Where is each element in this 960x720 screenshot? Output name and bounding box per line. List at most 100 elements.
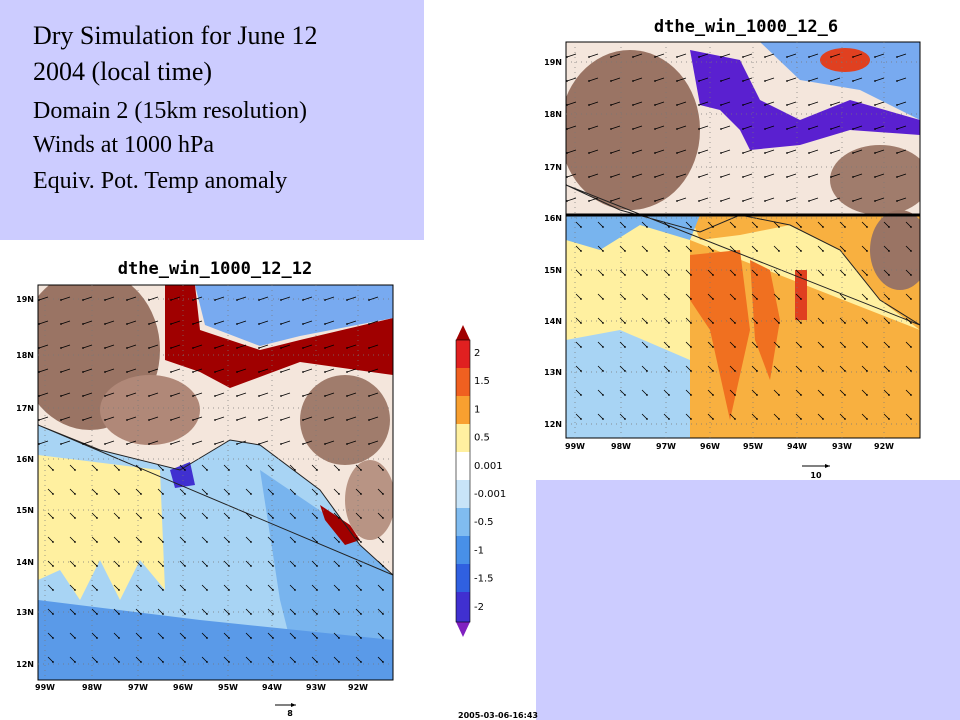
wind-arrow-head (888, 370, 890, 372)
wind-arrow (333, 536, 340, 543)
wind-arrow-head (632, 80, 634, 82)
wind-arrow-head (104, 443, 106, 445)
slide-text: Dry Simulation for June 12 (33, 21, 318, 50)
wind-arrow (742, 197, 753, 202)
wind-arrow-head (206, 661, 208, 663)
wind-arrow (267, 536, 274, 543)
wind-arrow (223, 464, 230, 471)
wind-arrow-head (346, 299, 348, 301)
wind-arrow (685, 317, 692, 324)
wind-arrow (135, 464, 142, 471)
wind-arrow-head (250, 493, 252, 495)
wind-arrow-head (646, 274, 648, 276)
reference-vector-head (291, 703, 296, 707)
wind-arrow (135, 608, 142, 615)
wind-arrow (82, 296, 93, 301)
wind-arrow-head (382, 661, 384, 663)
wind-arrow (346, 416, 357, 421)
wind-arrow (729, 245, 736, 252)
wind-arrow-head (830, 80, 832, 82)
wind-arrow-head (866, 418, 868, 420)
wind-arrow-head (734, 298, 736, 300)
wind-arrow (113, 560, 120, 567)
wind-arrow-head (74, 493, 76, 495)
wind-arrow (91, 536, 98, 543)
wind-arrow (104, 440, 115, 445)
wind-arrow (566, 149, 577, 154)
wind-arrow (214, 296, 225, 301)
wind-arrow (575, 413, 582, 420)
wind-arrow (597, 389, 604, 396)
wind-arrow (201, 464, 208, 471)
wind-arrow (742, 173, 753, 178)
wind-arrow (201, 560, 208, 567)
wind-arrow-head (720, 152, 722, 154)
wind-arrow (619, 293, 626, 300)
wind-arrow (60, 440, 71, 445)
wind-arrow-head (192, 323, 194, 325)
wind-arrow (588, 197, 599, 202)
wind-arrow-head (38, 299, 40, 301)
wind-arrow (135, 584, 142, 591)
wind-arrow-head (624, 394, 626, 396)
wind-arrow-head (228, 493, 230, 495)
wind-arrow (773, 221, 780, 228)
wind-arrow (135, 656, 142, 663)
wind-arrow-head (360, 661, 362, 663)
wind-arrow-head (676, 104, 678, 106)
lon-label: 92W (348, 683, 368, 692)
wind-arrow-head (118, 589, 120, 591)
wind-arrow-head (170, 323, 172, 325)
wind-arrow (588, 53, 599, 58)
wind-arrow-head (654, 104, 656, 106)
wind-arrow (38, 320, 49, 325)
wind-arrow (69, 608, 76, 615)
wind-arrow-head (698, 56, 700, 58)
wind-arrow-head (778, 346, 780, 348)
wind-arrow-head (830, 176, 832, 178)
wind-arrow (883, 389, 890, 396)
wind-arrow-head (280, 371, 282, 373)
wind-arrow-head (74, 565, 76, 567)
wind-arrow (355, 584, 362, 591)
wind-arrow (883, 341, 890, 348)
wind-arrow-head (830, 152, 832, 154)
wind-arrow-head (910, 298, 912, 300)
wind-arrow-head (690, 418, 692, 420)
wind-arrow-head (602, 322, 604, 324)
wind-arrow (223, 656, 230, 663)
lat-label: 18N (544, 110, 562, 119)
wind-arrow (236, 368, 247, 373)
wind-arrow (663, 389, 670, 396)
wind-arrow (47, 584, 54, 591)
wind-arrow (126, 296, 137, 301)
wind-arrow (751, 389, 758, 396)
wind-arrow-head (844, 322, 846, 324)
wind-arrow-head (566, 152, 568, 154)
wind-arrow (773, 365, 780, 372)
wind-arrow-head (162, 637, 164, 639)
wind-arrow (566, 125, 577, 130)
wind-arrow-head (712, 418, 714, 420)
wind-arrow-head (742, 56, 744, 58)
wind-arrow-head (126, 299, 128, 301)
wind-arrow (157, 560, 164, 567)
wind-arrow (60, 368, 71, 373)
wind-arrow-head (866, 226, 868, 228)
wind-arrow (874, 173, 885, 178)
wind-arrow-head (566, 200, 568, 202)
wind-arrow-head (888, 322, 890, 324)
wind-arrow (786, 101, 797, 106)
wind-arrow-head (104, 371, 106, 373)
wind-arrow (685, 269, 692, 276)
wind-arrow (113, 632, 120, 639)
wind-arrow-head (302, 299, 304, 301)
wind-arrow (170, 344, 181, 349)
wind-arrow (619, 317, 626, 324)
wind-arrow-head (104, 299, 106, 301)
wind-arrow (368, 392, 379, 397)
wind-arrow (289, 488, 296, 495)
wind-arrow-head (852, 128, 854, 130)
wind-arrow (707, 389, 714, 396)
wind-arrow-head (910, 250, 912, 252)
